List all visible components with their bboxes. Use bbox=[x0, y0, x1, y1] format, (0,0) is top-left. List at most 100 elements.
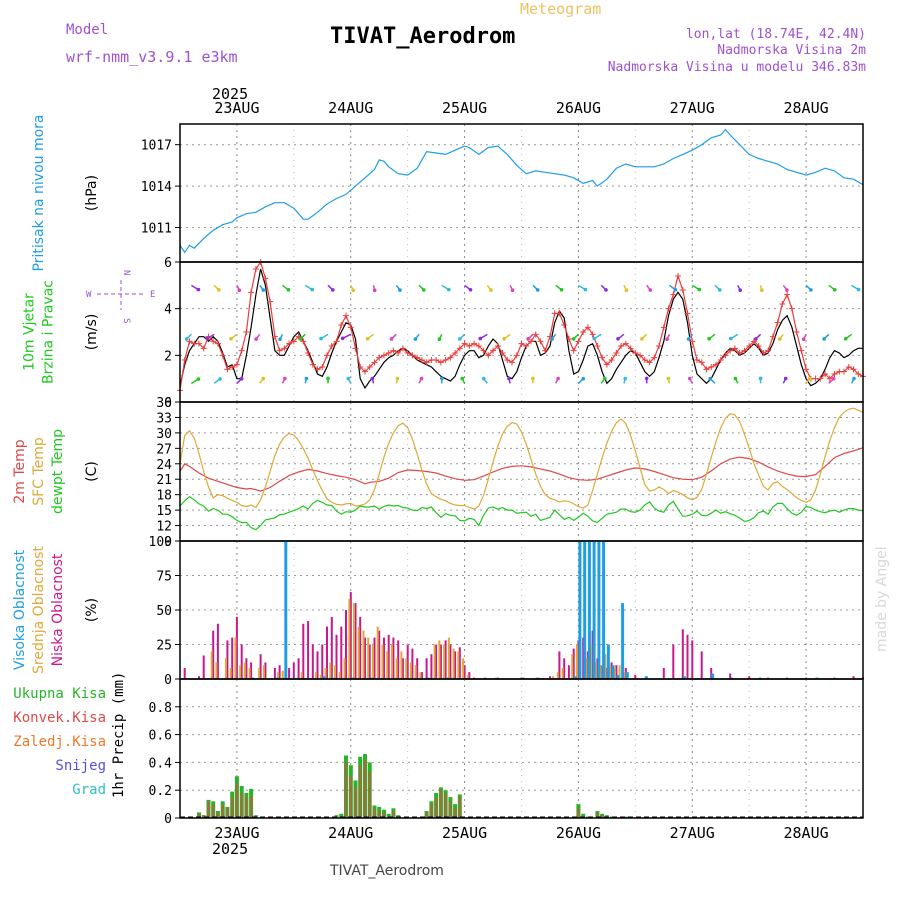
bar-srednja-oblacnost bbox=[556, 672, 559, 679]
bar-niska-oblacnost bbox=[748, 676, 751, 679]
bar-niska-oblacnost bbox=[326, 626, 328, 679]
bar-niska-oblacnost bbox=[354, 603, 357, 679]
wind-arrow-head bbox=[777, 337, 782, 341]
wind-arrow-head bbox=[603, 376, 607, 381]
gust-marker bbox=[589, 331, 596, 338]
gust-marker bbox=[238, 347, 245, 354]
gust-marker bbox=[385, 350, 392, 356]
gust-marker bbox=[798, 347, 805, 354]
wind-arrow-head bbox=[688, 376, 692, 381]
bar-srednja-oblacnost bbox=[447, 637, 450, 679]
bar-srednja-oblacnost bbox=[281, 670, 284, 679]
gust-marker bbox=[746, 343, 753, 349]
wind-arrow-head bbox=[822, 337, 826, 341]
bar-niska-oblacnost bbox=[392, 637, 395, 679]
bar-visoka-oblacnost bbox=[573, 676, 577, 679]
gust-marker bbox=[684, 310, 691, 317]
bar-konvek-kisa bbox=[373, 808, 376, 818]
gust-marker bbox=[409, 352, 416, 359]
bar-konvek-kisa bbox=[363, 759, 367, 818]
gust-marker bbox=[722, 352, 729, 359]
gust-marker bbox=[361, 368, 368, 375]
y-tick-label: 4 bbox=[164, 303, 172, 318]
wind-arrow-head bbox=[372, 288, 377, 293]
bar-srednja-oblacnost bbox=[618, 665, 621, 679]
gust-marker bbox=[570, 347, 577, 354]
bar-srednja-oblacnost bbox=[438, 640, 441, 679]
day-label-top: 26AUG bbox=[556, 99, 601, 117]
bar-niska-oblacnost bbox=[558, 651, 561, 679]
bar-niska-oblacnost bbox=[364, 637, 366, 679]
gust-marker bbox=[338, 322, 345, 328]
bar-srednja-oblacnost bbox=[262, 665, 265, 679]
gust-marker bbox=[281, 345, 288, 352]
bar-niska-oblacnost bbox=[240, 644, 243, 679]
bar-srednja-oblacnost bbox=[362, 630, 365, 679]
gust-marker bbox=[480, 347, 487, 354]
gust-marker bbox=[774, 319, 781, 326]
bar-niska-oblacnost bbox=[335, 634, 338, 679]
gust-marker bbox=[769, 333, 776, 340]
wind-arrow-head bbox=[395, 376, 400, 381]
bar-niska-oblacnost bbox=[463, 665, 466, 679]
bar-niska-oblacnost bbox=[681, 629, 684, 679]
bar-srednja-oblacnost bbox=[386, 651, 389, 679]
model-altitude-label: Nadmorska Visina u modelu 346.83m bbox=[608, 60, 866, 75]
gust-marker bbox=[817, 375, 824, 382]
bar-srednja-oblacnost bbox=[376, 626, 379, 679]
gust-marker bbox=[376, 354, 383, 361]
wind-arrow-head bbox=[304, 376, 309, 381]
bar-niska-oblacnost bbox=[572, 648, 575, 679]
bar-niska-oblacnost bbox=[435, 644, 438, 679]
gust-marker bbox=[309, 361, 316, 368]
bar-srednja-oblacnost bbox=[248, 668, 251, 679]
y-tick-label: 50 bbox=[156, 604, 172, 619]
bar-srednja-oblacnost bbox=[466, 674, 469, 679]
bar-konvek-kisa bbox=[425, 812, 429, 818]
y-tick-label: 1014 bbox=[141, 180, 172, 195]
bar-srednja-oblacnost bbox=[234, 637, 237, 679]
bar-srednja-oblacnost bbox=[239, 665, 242, 679]
gust-marker bbox=[689, 338, 696, 345]
bar-konvek-kisa bbox=[197, 813, 201, 818]
wind-arrow-head bbox=[686, 337, 691, 341]
wind-arrow-head bbox=[398, 288, 402, 292]
day-label-top: 23AUG bbox=[214, 99, 259, 117]
wind-arrow-head bbox=[331, 288, 335, 292]
wind-arrow-head bbox=[550, 337, 554, 341]
bar-niska-oblacnost bbox=[307, 621, 310, 679]
bar-niska-oblacnost bbox=[615, 665, 618, 679]
gust-marker bbox=[229, 364, 236, 370]
wind-arrow-head bbox=[738, 288, 742, 293]
gust-marker bbox=[494, 343, 501, 349]
wind-arrow-head bbox=[365, 337, 370, 341]
gust-marker bbox=[627, 345, 634, 352]
series-line-2m-temp bbox=[179, 447, 864, 492]
gust-marker bbox=[831, 371, 838, 377]
bar-niska-oblacnost bbox=[729, 673, 732, 679]
bar-srednja-oblacnost bbox=[452, 648, 455, 679]
wind-arrow-head bbox=[754, 337, 758, 341]
gust-marker bbox=[504, 357, 511, 363]
wind-arrow-head bbox=[729, 336, 733, 341]
gust-marker bbox=[186, 338, 193, 345]
gust-marker bbox=[641, 357, 648, 363]
bar-niska-oblacnost bbox=[411, 648, 414, 679]
bar-niska-oblacnost bbox=[297, 658, 300, 679]
panel-wind: 0 2 4 6 10m Vjetar Brzina i Pravac (m/s) bbox=[22, 256, 866, 411]
wind-arrow-head bbox=[807, 376, 812, 381]
wind-arrow-head bbox=[856, 287, 861, 292]
precip-legend-label: Grad bbox=[72, 782, 106, 798]
wind-arrow-head bbox=[648, 288, 653, 292]
day-label-top: 28AUG bbox=[784, 99, 829, 117]
y-tick-label: 100 bbox=[149, 535, 172, 550]
bar-srednja-oblacnost bbox=[409, 662, 412, 679]
gust-marker bbox=[399, 345, 406, 352]
bar-niska-oblacnost bbox=[700, 651, 703, 679]
bar-konvek-kisa bbox=[211, 804, 215, 818]
y-tick-label: 9 bbox=[164, 535, 172, 550]
bar-srednja-oblacnost bbox=[390, 644, 393, 679]
bar-konvek-kisa bbox=[244, 797, 248, 818]
y-series-label: dewpt Temp bbox=[50, 429, 66, 514]
